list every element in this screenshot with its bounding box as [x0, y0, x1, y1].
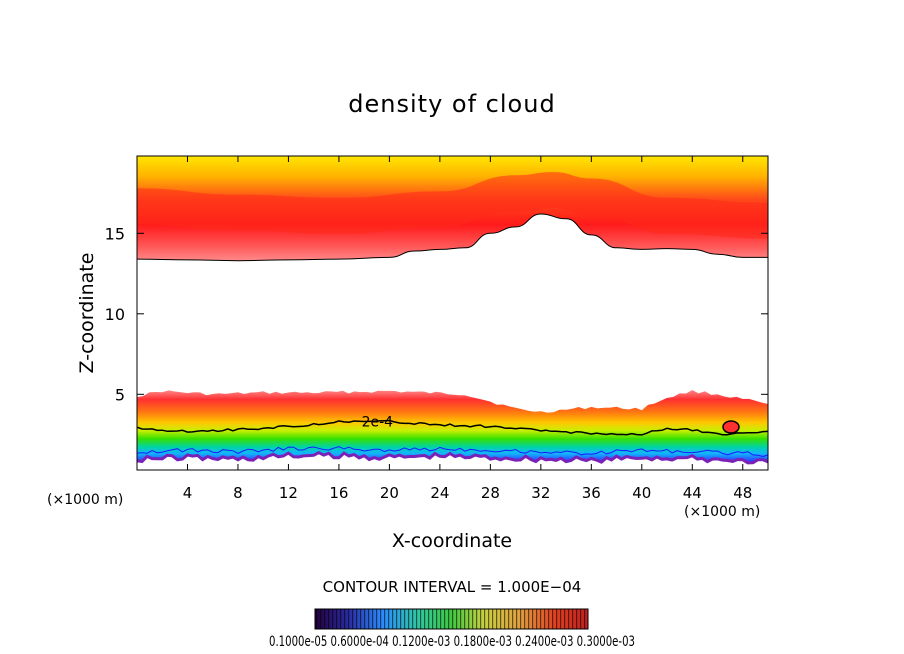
chart-title: density of cloud: [348, 90, 555, 118]
x-axis-ticks: 4 8 12 16 20 24 28 32 36 40 44 48: [183, 156, 752, 502]
upper-cloud-core: [137, 172, 768, 239]
x-tick-label: 36: [582, 484, 601, 502]
x-tick-label: 32: [531, 484, 550, 502]
contour-line-2e-4: [136, 419, 769, 436]
x-tick-label: 20: [380, 484, 399, 502]
colorbar-tick-labels: 0.1000e-05 0.6000e-04 0.1200e-03 0.1800e…: [269, 634, 635, 650]
y-tick-label: 5: [115, 385, 125, 404]
x-tick-label: 48: [733, 484, 752, 502]
x-tick-label: 16: [329, 484, 348, 502]
x-unit-left: (×1000 m): [47, 492, 123, 508]
x-tick-label: 8: [233, 484, 243, 502]
lower-cloud-fill: [137, 390, 768, 463]
upper-cloud-base-contour: [136, 213, 768, 262]
contour-label: 2e-4: [362, 415, 394, 431]
x-unit-right: (×1000 m): [684, 504, 760, 520]
x-tick-label: 24: [430, 484, 449, 502]
y-tick-label: 10: [105, 305, 125, 324]
x-tick-label: 12: [279, 484, 298, 502]
x-tick-label: 40: [632, 484, 651, 502]
x-tick-label: 28: [481, 484, 500, 502]
x-tick-label: 4: [183, 484, 193, 502]
y-tick-label: 15: [105, 224, 125, 243]
contour-interval-text: CONTOUR INTERVAL = 1.000E−04: [323, 578, 582, 596]
colorbar: [314, 608, 589, 630]
plot-frame: [136, 155, 769, 471]
contour-line-blue: [136, 446, 769, 458]
y-axis-label: Z-coordinate: [76, 253, 98, 374]
x-tick-label: 44: [683, 484, 702, 502]
x-axis-label: X-coordinate: [392, 530, 512, 552]
y-axis-ticks: 5 10 15: [105, 224, 768, 404]
small-closed-contour: [722, 420, 740, 434]
lower-cloud-base-speckle: [136, 451, 769, 465]
